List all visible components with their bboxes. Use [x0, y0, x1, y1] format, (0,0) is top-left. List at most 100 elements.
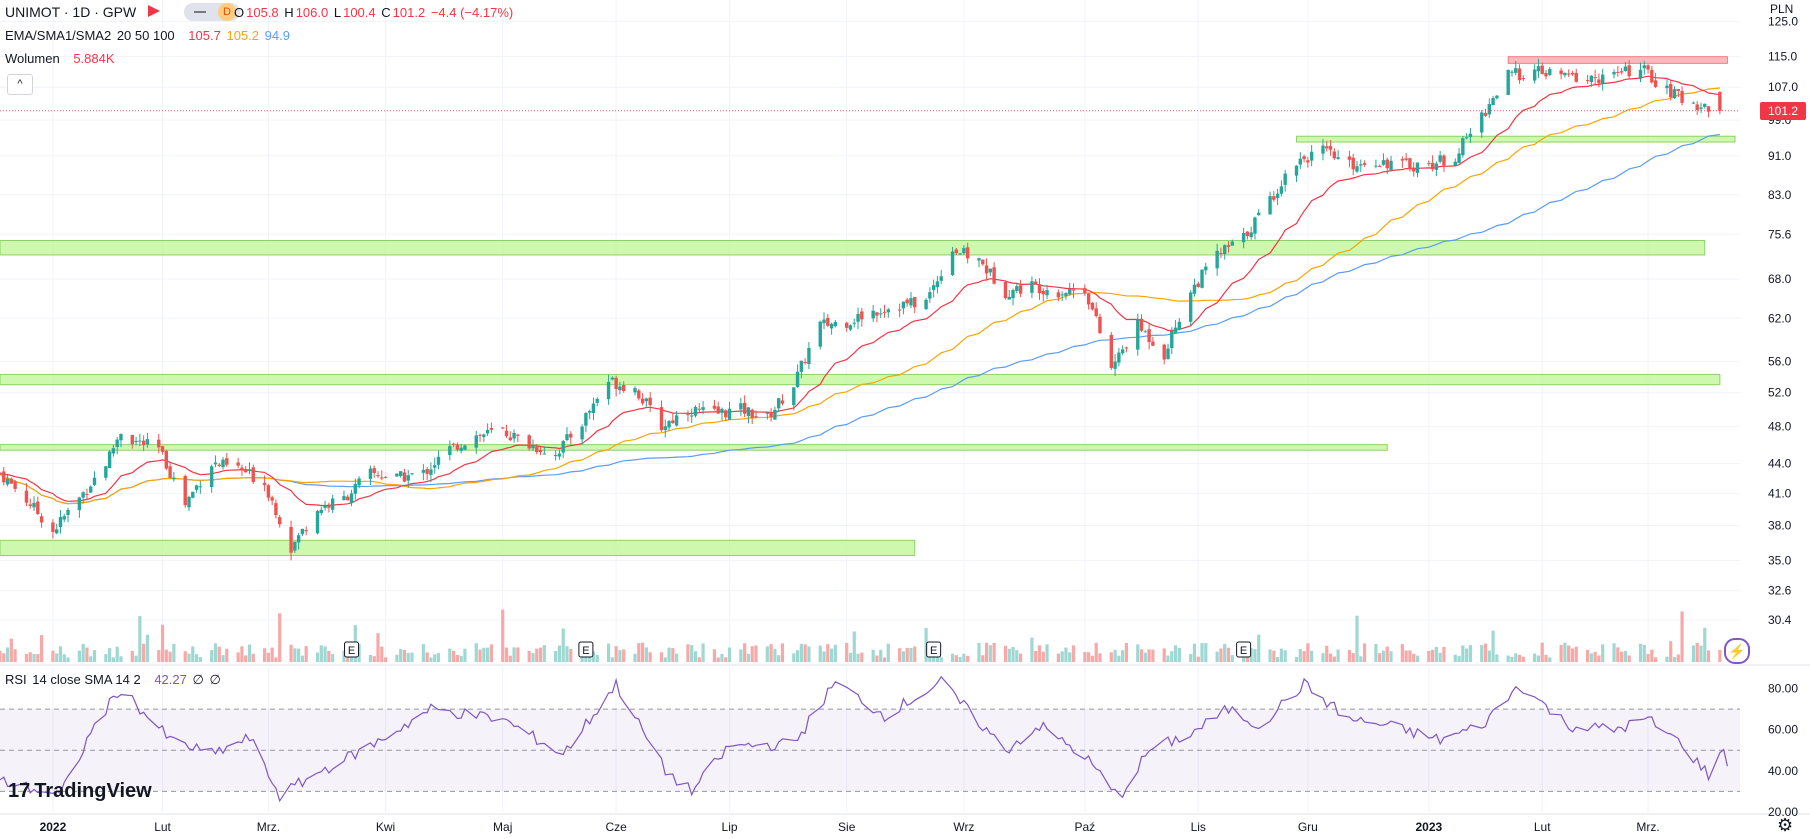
volume-bar	[160, 624, 165, 662]
candle-body	[769, 412, 773, 418]
volume-bar	[1113, 649, 1117, 662]
volume-bar	[538, 647, 543, 662]
collapse-legend-button[interactable]: ^	[7, 74, 33, 95]
volume-bar	[297, 648, 301, 662]
candle-body	[66, 509, 70, 515]
volume-bar	[24, 654, 29, 662]
candle-body	[183, 475, 187, 506]
gear-icon[interactable]: ⚙	[1777, 815, 1794, 835]
candle-body	[1204, 266, 1208, 271]
earnings-marker-label: E	[582, 645, 589, 657]
volume-bar	[1030, 637, 1034, 662]
candle-body	[270, 497, 274, 501]
candle-body	[1018, 285, 1023, 294]
volume-bar	[1121, 650, 1125, 662]
ma-legend[interactable]: EMA/SMA1/SMA2 20 50 100 105.7 105.2 94.9	[5, 28, 292, 43]
time-tick-label: Lut	[1534, 820, 1551, 834]
tradingview-logo[interactable]: 17 TradingView	[8, 780, 152, 803]
volume-bar	[1506, 655, 1510, 662]
candle-body	[247, 469, 252, 471]
volume-bar	[1468, 645, 1473, 662]
volume-bar	[606, 643, 611, 662]
volume-bar	[1703, 627, 1707, 662]
volume-value: 5.884K	[73, 51, 115, 66]
volume-bar	[1510, 656, 1514, 662]
candle-body	[240, 467, 244, 470]
candle-body	[501, 427, 505, 429]
candle-body	[580, 426, 584, 440]
volume-bar	[1283, 650, 1287, 662]
volume-bar	[1438, 652, 1442, 662]
candle-body	[32, 502, 36, 508]
volume-bar	[932, 654, 936, 662]
candle-body	[553, 454, 558, 456]
candle-body	[561, 440, 565, 453]
flag-icon[interactable]	[148, 5, 160, 17]
candle-body	[168, 466, 172, 478]
earnings-marker	[926, 641, 942, 658]
volume-bar	[327, 651, 331, 662]
volume-bar	[981, 655, 985, 662]
volume-bar	[1332, 656, 1336, 662]
volume-bar	[1672, 657, 1677, 662]
candle-body	[293, 541, 297, 551]
candle-body	[300, 528, 305, 535]
close-label: C	[381, 5, 391, 20]
candle-body	[875, 312, 879, 316]
candle-body	[606, 381, 611, 400]
candle-body	[1574, 72, 1578, 82]
volume-bar	[1219, 648, 1223, 662]
lightning-icon[interactable]: ⚡	[1724, 638, 1750, 664]
volume-bar	[504, 647, 509, 662]
volume-bar	[448, 648, 452, 662]
tv-mark-icon: 17	[8, 780, 31, 802]
time-tick-label: Gru	[1298, 820, 1318, 834]
volume-bar	[565, 646, 569, 662]
candle-body	[372, 468, 376, 473]
candle-body	[89, 486, 93, 493]
volume-bar	[115, 646, 119, 662]
symbol-title[interactable]: UNIMOT · 1D · GPW	[5, 4, 137, 20]
volume-bar	[848, 652, 853, 662]
volume-bar	[856, 653, 860, 662]
candle-body	[1517, 68, 1522, 81]
candle-body	[54, 529, 59, 534]
volume-bar	[1018, 653, 1023, 662]
candle-body	[845, 322, 849, 328]
candle-body	[406, 475, 410, 481]
volume-bar	[701, 643, 705, 662]
volume-legend[interactable]: Wolumen 5.884K	[5, 51, 117, 66]
candle-body	[459, 447, 463, 451]
volume-bar	[119, 656, 123, 662]
volume-bar	[905, 647, 909, 662]
volume-bar	[319, 645, 323, 662]
candle-body	[1408, 158, 1412, 170]
volume-bar	[1616, 647, 1620, 662]
rsi-legend[interactable]: RSI 14 close SMA 14 2 42.27 ∅ ∅	[5, 672, 223, 688]
last-price-tag: 101.2	[1760, 101, 1806, 120]
volume-bar	[501, 609, 505, 662]
candle-body	[482, 434, 486, 438]
volume-bar	[266, 652, 270, 662]
candle-body	[251, 467, 255, 483]
candle-body	[1037, 284, 1042, 294]
volume-bar	[323, 646, 327, 662]
high-value: 106.0	[295, 5, 329, 20]
volume-bar	[569, 648, 573, 662]
volume-bar	[300, 655, 304, 662]
candle-body	[659, 407, 664, 431]
candle-body	[1170, 330, 1174, 349]
currency-label[interactable]: PLN	[1770, 2, 1794, 16]
time-tick-label: Wrz	[953, 820, 974, 834]
time-tick-label: Kwi	[376, 820, 395, 834]
candle-body	[1672, 89, 1677, 99]
candle-body	[538, 449, 543, 453]
volume-bar	[274, 657, 278, 662]
volume-bar	[1408, 650, 1412, 662]
interval-toggle[interactable]: D	[184, 3, 240, 21]
price-tick-label: 125.0	[1768, 14, 1798, 28]
candle-body	[5, 478, 10, 485]
candle-body	[795, 371, 800, 387]
